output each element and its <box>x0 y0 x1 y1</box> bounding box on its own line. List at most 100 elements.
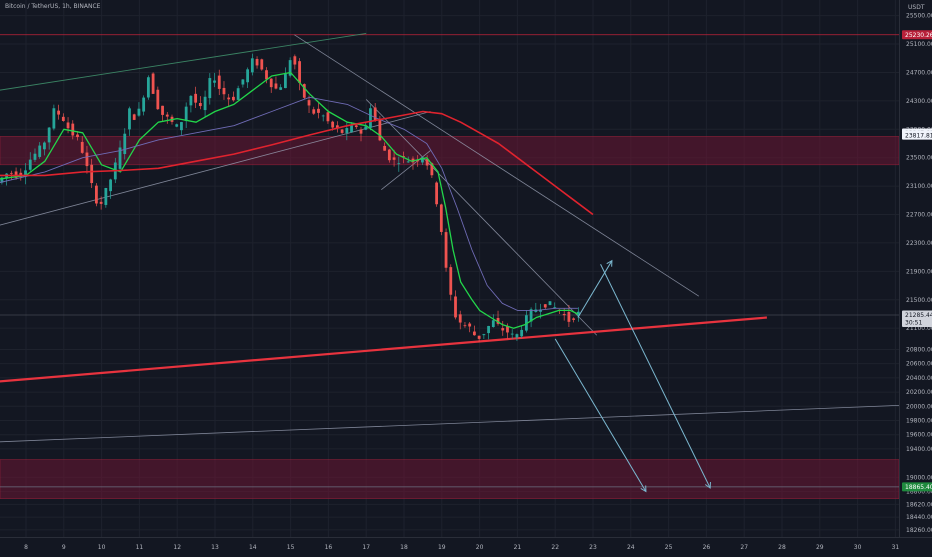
channel-line <box>0 32 367 91</box>
time-tick-label: 18 <box>400 544 408 551</box>
candle-up <box>123 133 127 155</box>
candle-up <box>236 88 240 100</box>
price-tick-label: 20800.00 <box>906 346 932 353</box>
time-tick-label: 10 <box>98 544 106 551</box>
candle-up <box>47 127 51 143</box>
candle-up <box>128 108 131 130</box>
price-axis[interactable]: USDT25500.0025100.0024700.0024300.002390… <box>899 0 932 537</box>
candle-up <box>491 320 495 327</box>
time-axis[interactable]: 8 9 10 11 12 13 14 15 16 17 18 19 20 21 22 23 24 25 26 27 28… <box>0 537 932 551</box>
candle-up <box>321 115 325 117</box>
candle-down <box>416 160 420 162</box>
trend-line <box>0 404 911 443</box>
price-tick-label: 21100.00 <box>906 325 932 332</box>
supply-demand-zones <box>0 136 900 499</box>
projection-arrows[interactable] <box>554 259 711 493</box>
candle-down <box>543 304 547 308</box>
time-tick-label: 12 <box>173 544 181 551</box>
time-tick-label: 24 <box>627 544 635 551</box>
arrow-head <box>640 485 647 493</box>
candle-down <box>302 84 306 98</box>
price-tick-label: 20200.00 <box>906 389 932 396</box>
trend-line <box>0 111 431 226</box>
candle-down <box>477 335 481 339</box>
price-tick-label: 25500.00 <box>906 13 932 20</box>
ema_fast-line <box>0 71 579 329</box>
candle-down <box>132 114 136 120</box>
candle-down <box>90 164 94 184</box>
arrow-line <box>554 338 647 492</box>
time-tick-label: 20 <box>476 544 484 551</box>
ask-badge-label: 23817.81 <box>905 132 932 139</box>
candle-down <box>331 121 335 128</box>
price-tick-label: 18620.00 <box>906 501 932 508</box>
last-badge <box>902 310 932 320</box>
price-zone <box>0 136 900 166</box>
candle-up <box>279 87 283 90</box>
candle-down <box>217 75 221 89</box>
time-tick-label: 11 <box>136 544 144 551</box>
candle-down <box>449 267 453 295</box>
candle-up <box>137 108 141 116</box>
time-tick-label: 8 <box>24 544 28 551</box>
candle-down <box>468 323 472 327</box>
horizontal-price-lines <box>0 34 899 488</box>
time-tick-label: 13 <box>211 544 219 551</box>
candle-up <box>520 329 524 337</box>
candle-down <box>387 149 391 161</box>
candle-up <box>350 125 353 133</box>
arrow-line <box>577 260 613 318</box>
ema_slow-line <box>0 110 594 216</box>
candle-down <box>260 59 264 70</box>
candle-down <box>156 89 160 110</box>
candle-down <box>430 163 434 176</box>
price-zone <box>0 459 900 499</box>
candle-up <box>397 163 401 165</box>
candle-down <box>61 116 65 121</box>
time-tick-label: 27 <box>740 544 748 551</box>
price-tick-label: 20600.00 <box>906 361 932 368</box>
candle-up <box>104 187 108 205</box>
candle-down <box>340 129 344 133</box>
candle-down <box>378 119 382 141</box>
candle-down <box>85 152 89 167</box>
candle-down <box>473 331 476 336</box>
candle-up <box>52 108 56 129</box>
candle-up <box>189 95 193 106</box>
candle-down <box>9 172 13 174</box>
candle-down <box>425 159 429 166</box>
candle-down <box>293 56 297 65</box>
symbol-title[interactable]: Bitcoin / TetherUS, 1h, BINANCE <box>5 3 101 10</box>
price-axis-labels: USDT25500.0025100.0024700.0024300.002390… <box>902 4 932 534</box>
candle-up <box>345 128 349 133</box>
candle-down <box>232 96 235 101</box>
candle-down <box>307 100 311 106</box>
candle-down <box>194 93 198 103</box>
candle-up <box>515 334 519 338</box>
candle-down <box>198 102 202 107</box>
candle-down <box>151 73 155 94</box>
ema_mid-line <box>0 96 578 311</box>
price-tick-label: 24700.00 <box>906 69 932 76</box>
candle-up <box>146 77 150 98</box>
candle-up <box>284 74 287 89</box>
trend-drawings[interactable] <box>0 32 911 443</box>
candle-up <box>43 142 46 150</box>
candle-down <box>222 87 226 95</box>
price-tick-label: 23500.00 <box>906 155 932 162</box>
candle-up <box>28 159 32 170</box>
candle-down <box>298 61 301 83</box>
price-tick-label: 22300.00 <box>906 240 932 247</box>
candle-up <box>288 60 292 76</box>
candle-down <box>80 141 84 153</box>
candle-down <box>354 125 358 128</box>
price-tick-label: 19000.00 <box>906 474 932 481</box>
last-badge-label: 21285.44 <box>905 312 932 319</box>
candle-down <box>572 318 576 320</box>
time-tick-label: 22 <box>551 544 559 551</box>
candle-down <box>444 232 448 268</box>
target-badge-label: 18865.40 <box>905 484 932 491</box>
countdown-badge-label: 30:51 <box>905 320 922 327</box>
